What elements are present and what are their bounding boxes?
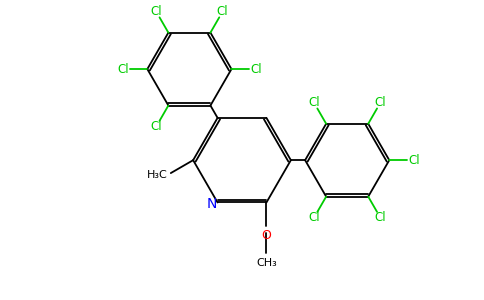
Text: Cl: Cl (117, 63, 129, 76)
Text: Cl: Cl (408, 154, 420, 167)
Text: Cl: Cl (151, 120, 162, 133)
Text: Cl: Cl (308, 96, 320, 109)
Text: O: O (261, 229, 272, 242)
Text: Cl: Cl (250, 63, 262, 76)
Text: Cl: Cl (308, 211, 320, 224)
Text: Cl: Cl (217, 5, 228, 18)
Text: N: N (207, 197, 217, 211)
Text: Cl: Cl (375, 211, 386, 224)
Text: Cl: Cl (375, 96, 386, 109)
Text: CH₃: CH₃ (257, 258, 277, 268)
Text: Cl: Cl (151, 5, 162, 18)
Text: H₃C: H₃C (147, 170, 168, 180)
